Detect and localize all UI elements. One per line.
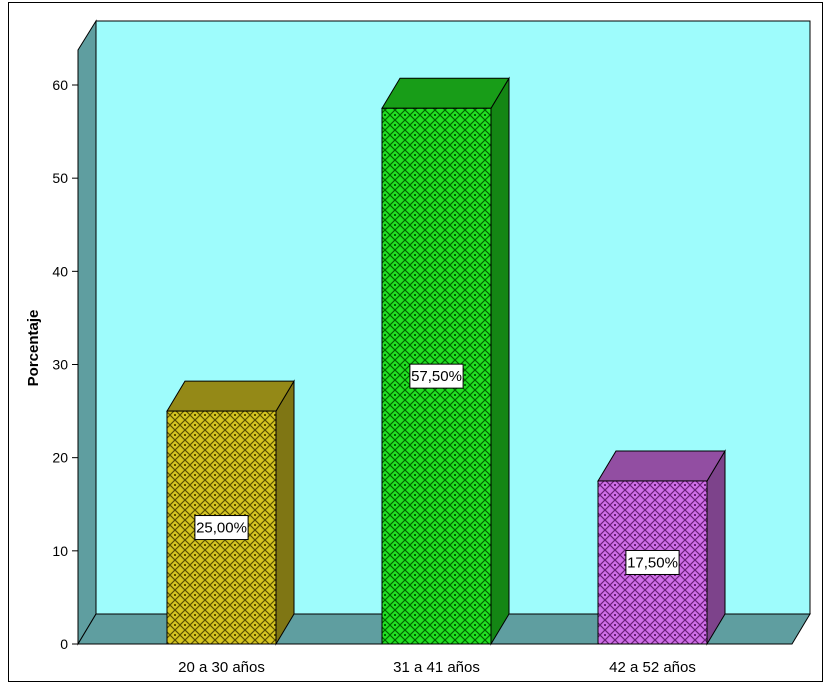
data-label: 57,50%: [411, 368, 462, 385]
y-tick-label: 50: [52, 170, 68, 186]
x-category-label: 31 a 41 años: [393, 659, 480, 676]
bar-3: 17,50%: [598, 451, 725, 644]
data-label: 25,00%: [196, 520, 247, 537]
bar-top-face: [598, 451, 725, 481]
y-tick-label: 40: [52, 263, 68, 279]
bar-top-face: [382, 78, 509, 108]
x-axis-labels: 20 a 30 años 31 a 41 años 42 a 52 años: [178, 659, 696, 676]
y-tick-label: 0: [60, 636, 68, 652]
y-tick-label: 30: [52, 357, 68, 373]
y-axis-label: Porcentaje: [25, 310, 42, 387]
y-tick-label: 10: [52, 543, 68, 559]
bar-2: 57,50%: [382, 78, 509, 644]
y-tick-label: 20: [52, 450, 68, 466]
data-label: 17,50%: [627, 554, 678, 571]
bar-side-face: [276, 381, 294, 644]
y-tick-label: 60: [52, 77, 68, 93]
bar-1: 25,00%: [167, 381, 294, 644]
bar-side-face: [707, 451, 725, 644]
bar-side-face: [491, 78, 509, 644]
x-category-label: 42 a 52 años: [609, 659, 696, 676]
bar-top-face: [167, 381, 294, 411]
x-category-label: 20 a 30 años: [178, 659, 265, 676]
plot-left-wall: [78, 21, 96, 644]
y-axis-ticks: 0 10 20 30 40 50 60: [52, 77, 78, 652]
